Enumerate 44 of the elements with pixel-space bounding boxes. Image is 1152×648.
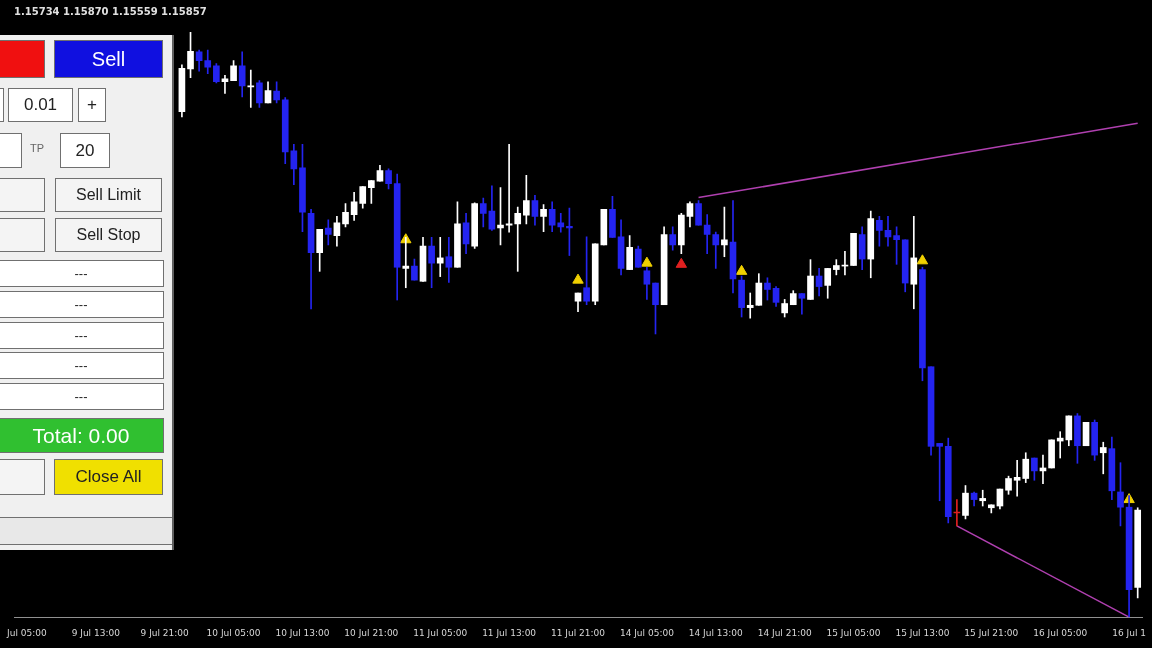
- x-tick-label: 16 Jul 1: [1112, 627, 1146, 638]
- x-tick-label: 14 Jul 05:00: [619, 627, 675, 638]
- input-field: 20: [60, 133, 110, 168]
- point: [641, 256, 653, 267]
- candlestick: [979, 489, 987, 507]
- candlestick: [1013, 460, 1021, 497]
- candlestick: [1099, 441, 1107, 475]
- point: [735, 264, 748, 275]
- candlestick: [703, 214, 711, 255]
- text-label: TP: [28, 141, 46, 156]
- text-field: ---: [0, 322, 164, 349]
- x-tick-label: 10 Jul 13:00: [275, 627, 330, 638]
- button: +: [78, 88, 106, 122]
- x-tick-label: 16 Jul 05:00: [1033, 627, 1088, 638]
- button: Sell Limit: [55, 178, 162, 212]
- point: [916, 254, 929, 265]
- x-tick-label: 15 Jul 13:00: [895, 627, 950, 638]
- point: [572, 273, 584, 284]
- x-tick-label: 10 Jul 05:00: [206, 627, 261, 638]
- x-tick-label: 10 Jul 21:00: [344, 627, 399, 638]
- x-tick-label: 15 Jul 21:00: [964, 627, 1019, 638]
- button: Close All: [54, 459, 163, 495]
- chart-title: 1.15734 1.15870 1.15559 1.15857: [14, 5, 207, 17]
- text-field: ---: [0, 260, 164, 287]
- x-tick-label: 15 Jul 05:00: [826, 627, 881, 638]
- candlestick: [436, 237, 444, 277]
- x-tick-label: 9 Jul 13:00: [71, 627, 121, 638]
- x-tick-label: 14 Jul 13:00: [688, 627, 744, 638]
- text-field: ---: [0, 291, 164, 318]
- x-tick-label: Jul 05:00: [6, 627, 48, 638]
- candlestick: [514, 206, 522, 272]
- x-tick-label: 14 Jul 21:00: [757, 627, 812, 638]
- x-tick-label: 11 Jul 05:00: [413, 627, 468, 638]
- input-field: 0.01: [8, 88, 73, 122]
- button: Sell Stop: [55, 218, 162, 252]
- text-field: ---: [0, 383, 164, 410]
- total-display: Total: 0.00: [0, 418, 164, 453]
- button: Sell: [54, 40, 163, 78]
- text-field: ---: [0, 352, 164, 379]
- x-tick-label: 11 Jul 21:00: [551, 627, 606, 638]
- x-tick-label: 11 Jul 13:00: [482, 627, 537, 638]
- point: [675, 257, 688, 268]
- candlestick: [221, 74, 229, 94]
- x-tick-label: 9 Jul 21:00: [140, 627, 190, 638]
